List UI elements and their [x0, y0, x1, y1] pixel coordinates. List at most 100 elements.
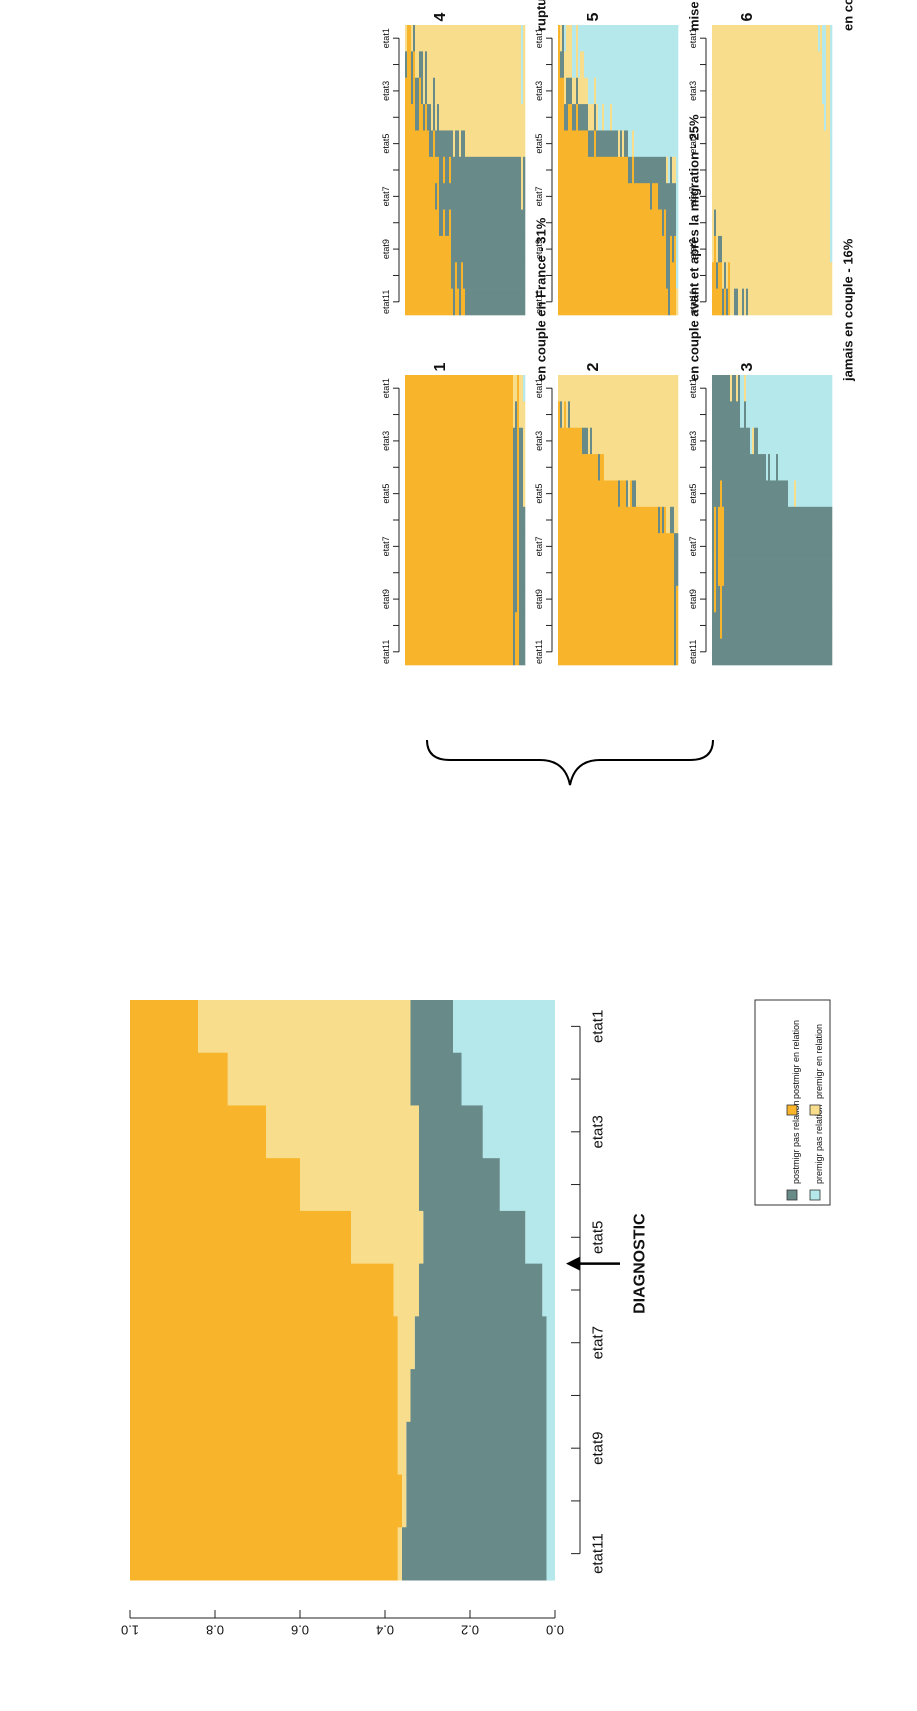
- sequence-cell: [802, 612, 805, 639]
- sequence-cell: [431, 559, 434, 587]
- sequence-cell: [487, 262, 490, 289]
- sequence-cell: [594, 104, 597, 131]
- sequence-cell: [427, 480, 430, 508]
- sequence-cell: [734, 104, 737, 131]
- sequence-cell: [558, 533, 561, 560]
- sequence-cell: [740, 401, 743, 429]
- sequence-cell: [491, 130, 494, 158]
- sequence-cell: [640, 559, 643, 587]
- sequence-cell: [804, 235, 807, 263]
- sequence-cell: [608, 104, 611, 131]
- sequence-cell: [453, 427, 456, 455]
- sequence-cell: [726, 585, 729, 613]
- sequence-cell: [423, 638, 426, 666]
- area-segment-postmigr-en-relation-etat9: [130, 1421, 398, 1476]
- sequence-cell: [752, 209, 755, 237]
- sequence-cell: [714, 183, 717, 210]
- sequence-cell: [509, 156, 512, 184]
- sequence-cell: [564, 401, 567, 429]
- sequence-cell: [586, 612, 589, 639]
- sequence-cell: [582, 235, 585, 263]
- sequence-cell: [644, 612, 647, 639]
- sequence-cell: [415, 51, 418, 79]
- sequence-cell: [630, 77, 633, 105]
- sequence-cell: [788, 401, 791, 429]
- sequence-cell: [628, 533, 631, 560]
- sequence-cell: [479, 401, 482, 429]
- sequence-cell: [467, 209, 470, 237]
- sequence-cell: [493, 427, 496, 455]
- sequence-cell: [503, 77, 506, 105]
- sequence-cell: [616, 506, 619, 534]
- sequence-cell: [620, 156, 623, 184]
- sequence-cell: [471, 427, 474, 455]
- sequence-cell: [722, 638, 725, 666]
- sequence-cell: [664, 638, 667, 666]
- sequence-cell: [786, 130, 789, 158]
- sequence-cell: [427, 559, 430, 587]
- sequence-cell: [578, 533, 581, 560]
- sequence-cell: [515, 77, 518, 105]
- sequence-cell: [479, 427, 482, 455]
- sequence-cell: [592, 209, 595, 237]
- sequence-cell: [469, 25, 472, 52]
- sequence-cell: [648, 454, 651, 481]
- sequence-cell: [766, 559, 769, 587]
- sequence-cell: [652, 209, 655, 237]
- sequence-cell: [423, 427, 426, 455]
- sequence-cell: [738, 77, 741, 105]
- sequence-cell: [650, 638, 653, 666]
- sequence-cell: [459, 77, 462, 105]
- sequence-cell: [622, 25, 625, 52]
- sequence-cell: [776, 480, 779, 508]
- sequence-cell: [580, 585, 583, 613]
- sequence-cell: [800, 235, 803, 263]
- sequence-cell: [523, 77, 526, 105]
- sequence-cell: [738, 375, 741, 402]
- sequence-cell: [722, 612, 725, 639]
- sequence-cell: [495, 77, 498, 105]
- sequence-cell: [572, 156, 575, 184]
- sequence-cell: [766, 506, 769, 534]
- sequence-cell: [658, 480, 661, 508]
- sequence-cell: [602, 262, 605, 289]
- sequence-cell: [766, 130, 769, 158]
- sequence-cell: [509, 585, 512, 613]
- sequence-cell: [427, 183, 430, 210]
- sequence-cell: [738, 25, 741, 52]
- sequence-cell: [636, 77, 639, 105]
- sequence-cell: [513, 585, 516, 613]
- sequence-cell: [612, 427, 615, 455]
- sequence-cell: [600, 506, 603, 534]
- sequence-cell: [724, 130, 727, 158]
- sequence-cell: [810, 288, 813, 316]
- sequence-cell: [778, 401, 781, 429]
- sequence-cell: [423, 506, 426, 534]
- sequence-cell: [620, 51, 623, 79]
- sequence-cell: [614, 612, 617, 639]
- sequence-cell: [521, 288, 524, 316]
- sequence-cell: [455, 130, 458, 158]
- sequence-cell: [479, 156, 482, 184]
- sequence-cell: [588, 25, 591, 52]
- sequence-cell: [501, 262, 504, 289]
- sequence-cell: [644, 288, 647, 316]
- sequence-cell: [742, 585, 745, 613]
- sequence-cell: [594, 235, 597, 263]
- sequence-cell: [790, 288, 793, 316]
- sequence-cell: [676, 612, 679, 639]
- sequence-cell: [630, 209, 633, 237]
- sequence-cell: [740, 156, 743, 184]
- sequence-cell: [558, 156, 561, 184]
- sequence-cell: [824, 25, 827, 52]
- sequence-cell: [716, 235, 719, 263]
- sequence-cell: [441, 51, 444, 79]
- sequence-cell: [515, 25, 518, 52]
- sequence-cell: [576, 156, 579, 184]
- panel-tick-label: etat3: [381, 431, 391, 451]
- sequence-cell: [489, 262, 492, 289]
- sequence-cell: [768, 375, 771, 402]
- sequence-cell: [580, 25, 583, 52]
- sequence-cell: [564, 427, 567, 455]
- sequence-cell: [521, 638, 524, 666]
